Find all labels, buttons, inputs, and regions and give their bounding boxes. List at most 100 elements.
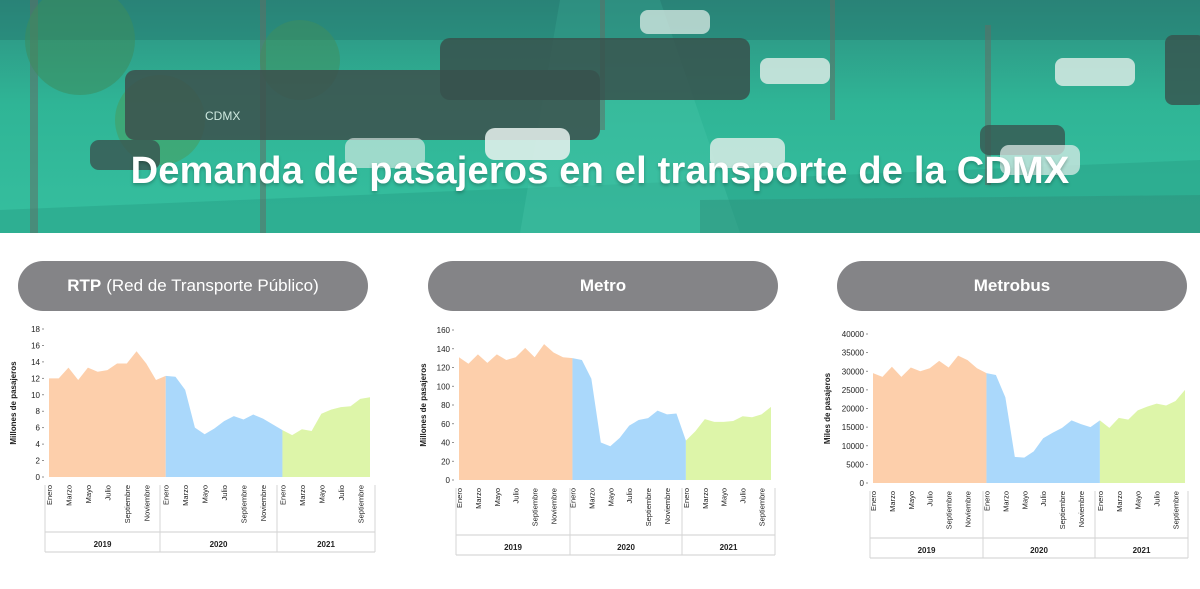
metrobus-month-label: Septiembre [1172,491,1181,529]
street-photo-illustration: CDMX [0,0,1200,233]
rtp-year-label-2021: 2021 [317,540,335,549]
metrobus-title-name: Metrobus [973,276,1051,295]
bus-label: CDMX [205,109,240,123]
metro-month-label: Marzo [701,488,710,509]
rtp-month-label: Julio [337,485,346,500]
metro-y-axis-title: Millones de pasajeros [419,363,428,447]
rtp-month-label: Noviembre [259,485,268,521]
metro-year-label-2020: 2020 [617,543,635,552]
metro-month-label: Enero [682,488,691,508]
rtp-month-label: Septiembre [356,485,365,523]
metro-month-label: Enero [455,488,464,508]
metrobus-month-label: Marzo [1115,491,1124,512]
rtp-year-label-2019: 2019 [94,540,112,549]
metro-month-label: Julio [512,488,521,503]
metrobus-chart: 0 5000 10000 15000 20000 25000 30000 35000 40000… [823,330,1189,559]
rtp-y-tick-label: 8 [36,407,41,416]
rtp-title-detail: (Red de Transporte Público) [106,276,319,295]
metro-y-tick-label: 40 [441,439,450,448]
metrobus-month-label: Marzo [888,491,897,512]
metro-area-2019 [459,344,573,480]
rtp-y-tick-label: 6 [36,424,41,433]
metrobus-month-label: Julio [926,491,935,506]
metro-month-label: Mayo [606,488,615,506]
metro-month-label: Julio [625,488,634,503]
rtp-month-label: Septiembre [123,485,132,523]
metro-area-2020 [572,358,686,480]
rtp-y-tick-label: 14 [31,358,40,367]
rtp-panel-title: RTP (Red de Transporte Público) [18,261,368,311]
metro-month-label: Mayo [493,488,502,506]
metrobus-y-tick-label: 40000 [842,330,865,339]
metrobus-area-2021 [1099,389,1185,483]
metrobus-year-label-2021: 2021 [1133,546,1151,555]
metrobus-month-label: Enero [1096,491,1105,511]
rtp-month-label: Mayo [201,485,210,503]
metrobus-y-tick-label: 35000 [842,349,865,358]
rtp-month-label: Septiembre [240,485,249,523]
rtp-month-label: Julio [103,485,112,500]
rtp-y-tick-label: 18 [31,325,40,334]
metro-month-label: Septiembre [758,488,767,526]
metro-y-tick-label: 140 [437,345,451,354]
rtp-title-name: RTP [67,276,102,295]
metro-month-label: Marzo [474,488,483,509]
rtp-y-tick-label: 4 [36,440,41,449]
rtp-area-2021 [282,397,370,477]
metro-month-label: Marzo [587,488,596,509]
metro-title-name: Metro [579,276,627,295]
metro-month-label: Mayo [720,488,729,506]
metro-month-label: Noviembre [663,488,672,524]
metro-y-tick-label: 60 [441,420,450,429]
metro-year-label-2021: 2021 [720,543,738,552]
metro-y-tick-label: 100 [437,382,451,391]
metrobus-month-label: Enero [869,491,878,511]
rtp-year-label-2020: 2020 [210,540,228,549]
rtp-area-2019 [49,351,166,477]
rtp-month-label: Mayo [317,485,326,503]
rtp-month-label: Marzo [64,485,73,506]
metrobus-month-label: Noviembre [1077,491,1086,527]
metrobus-y-tick-label: 0 [860,479,865,488]
rtp-area-2020 [165,375,283,477]
metrobus-month-label: Mayo [1134,491,1143,509]
metrobus-month-label: Julio [1153,491,1162,506]
rtp-y-tick-label: 16 [31,341,40,350]
metrobus-month-label: Mayo [1020,491,1029,509]
metrobus-month-label: Septiembre [945,491,954,529]
metrobus-y-tick-label: 5000 [846,460,864,469]
rtp-month-label: Enero [278,485,287,505]
metro-area-2021 [685,406,771,480]
metro-month-label: Julio [739,488,748,503]
metrobus-area-2019 [873,355,987,483]
rtp-y-tick-label: 0 [36,473,41,482]
metrobus-month-label: Noviembre [964,491,973,527]
metrobus-y-tick-label: 30000 [842,367,865,376]
rtp-y-tick-label: 10 [31,391,40,400]
metrobus-month-label: Enero [982,491,991,511]
metrobus-y-axis-title: Miles de pasajeros [823,372,832,444]
metrobus-y-tick-label: 10000 [842,442,865,451]
metro-chart: 0 20 40 60 80 100 120 140 160 Millones de pasajer… [419,326,776,556]
rtp-month-label: Noviembre [142,485,151,521]
rtp-month-label: Mayo [84,485,93,503]
metrobus-year-label-2019: 2019 [918,546,936,555]
rtp-month-label: Marzo [181,485,190,506]
rtp-chart: 0 2 4 6 8 10 12 14 16 18 Millones de pasajeros Ener… [9,325,376,553]
rtp-month-label: Marzo [298,485,307,506]
metro-year-label-2019: 2019 [504,543,522,552]
metrobus-y-tick-label: 25000 [842,386,865,395]
rtp-y-axis-title: Millones de pasajeros [9,361,18,445]
rtp-month-label: Enero [45,485,54,505]
metrobus-panel-title: Metrobus [837,261,1187,311]
metrobus-month-label: Mayo [907,491,916,509]
metrobus-area-2020 [986,373,1100,483]
metro-month-label: Septiembre [531,488,540,526]
metro-y-tick-label: 20 [441,457,450,466]
metro-y-tick-label: 0 [446,476,451,485]
metro-month-label: Enero [568,488,577,508]
metro-month-label: Noviembre [550,488,559,524]
rtp-month-label: Enero [162,485,171,505]
header-banner: CDMX Demanda de pasajeros en el transpor… [0,0,1200,233]
metro-panel-title: Metro [428,261,778,311]
